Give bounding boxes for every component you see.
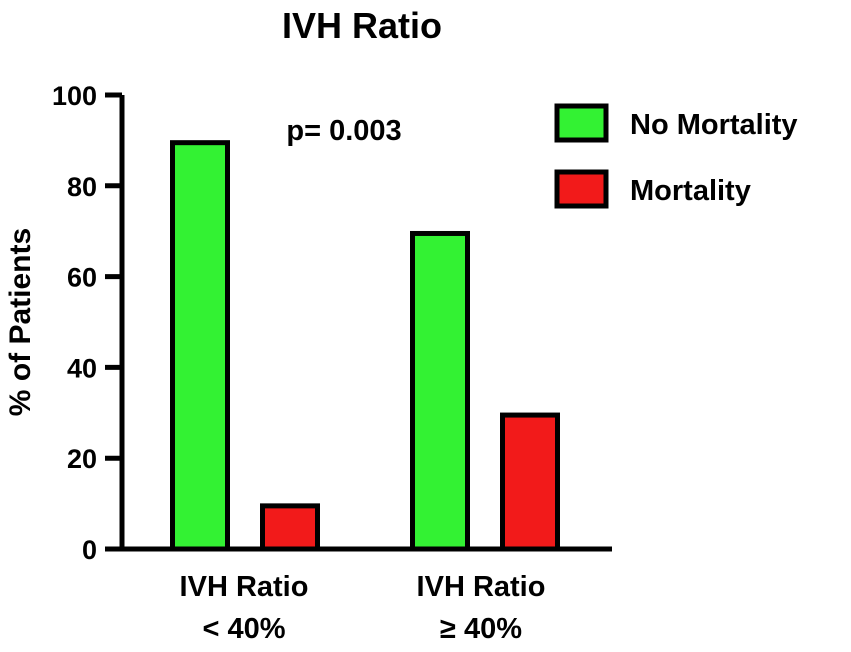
y-axis-ticks: 0 20 40 60 80 100 (52, 81, 122, 565)
y-tick-label: 80 (67, 172, 97, 202)
bar-no-mortality-1 (410, 230, 470, 552)
legend: No Mortality Mortality (554, 103, 798, 209)
bars-group (170, 140, 560, 552)
y-tick-label: 20 (67, 444, 97, 474)
y-tick-label: 60 (67, 263, 97, 293)
y-axis-label: % of Patients (4, 228, 37, 416)
legend-label-no-mortality: No Mortality (630, 109, 798, 141)
y-tick-label: 100 (52, 81, 97, 111)
chart-title: IVH Ratio (282, 5, 442, 46)
y-tick-label: 0 (82, 535, 97, 565)
legend-label-mortality: Mortality (630, 175, 751, 207)
category-label-line2: ≥ 40% (440, 613, 522, 645)
legend-swatch-no-mortality (554, 103, 609, 143)
category-label-line1: IVH Ratio (417, 571, 546, 603)
bar-mortality-1 (500, 412, 560, 552)
p-value-annotation: p= 0.003 (286, 115, 401, 147)
x-axis-categories: IVH Ratio < 40% IVH Ratio ≥ 40% (180, 571, 546, 645)
y-tick-label: 40 (67, 353, 97, 383)
legend-swatch-mortality (554, 169, 609, 209)
category-label-line1: IVH Ratio (180, 571, 309, 603)
bar-mortality-0 (260, 503, 320, 552)
bar-no-mortality-0 (170, 140, 230, 552)
category-label-line2: < 40% (202, 613, 285, 645)
